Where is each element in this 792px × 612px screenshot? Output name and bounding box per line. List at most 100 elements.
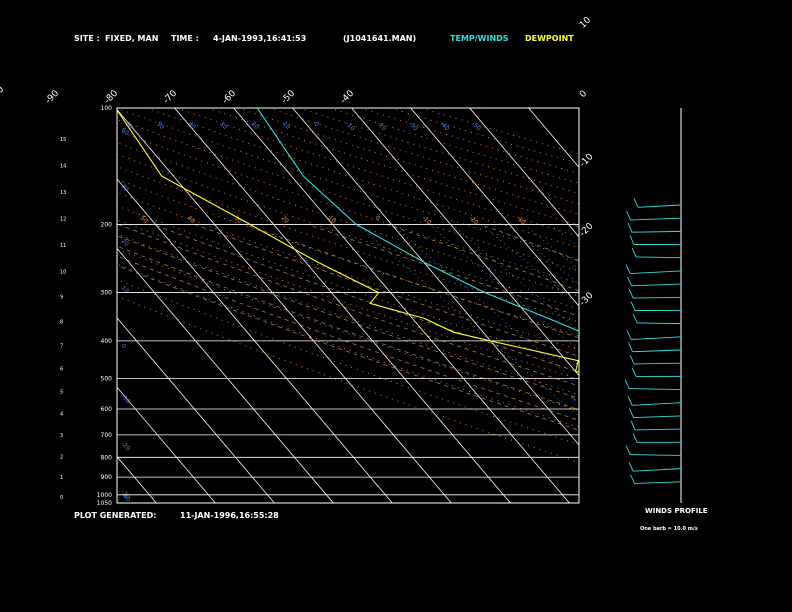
dry-adiabat-line [117,279,579,445]
isotherm-line [174,108,511,503]
dry-adiabat-line [359,108,579,174]
mixing-ratio-line [688,224,792,503]
pressure-tick-label: 900 [101,474,113,481]
adiabat-label: -40 [120,491,132,503]
isotherm-line [706,108,792,503]
moist-adiabat-line [117,245,579,411]
file-name: (J1041641.MAN) [343,34,416,43]
isotherm-line [117,386,216,503]
wind-barb-flag [628,342,633,352]
moist-adiabat-line [244,224,579,339]
mixing-ratio-line [585,224,792,503]
wind-barb [629,388,682,390]
height-tick-label: 6 [60,367,63,373]
temp-top-tick-label: -60 [221,88,239,106]
moist-adiabat-line [117,255,579,421]
wind-barb [632,402,682,406]
adiabat-label: -20 [376,120,388,132]
dry-adiabat-line [145,108,579,249]
isotherm-line [469,108,579,238]
adiabat-label: -40 [439,120,451,132]
mixing-ratio-label: 1.0 [706,393,718,405]
wind-barb-flag [631,247,637,258]
wind-barb-flag [630,420,636,431]
wind-barb-flag [632,433,638,443]
time-label: TIME : [171,34,199,43]
height-tick-label: 3 [60,433,63,439]
height-tick-label: 0 [60,495,63,501]
pressure-tick-label: 600 [101,406,113,413]
barb-note: One barb = 10.0 m/s [640,526,698,532]
isotherm-line [0,108,97,503]
adiabat-label: 10 [281,120,291,130]
wind-barb-flag [628,288,634,299]
dry-adiabat-line [268,108,579,205]
adiabat-label: 30 [233,214,243,224]
moist-adiabat-line [194,224,579,357]
dry-adiabat-line [207,108,579,226]
isotherm-line [647,108,792,503]
pressure-tick-label: 700 [101,432,113,439]
mixing-ratio-line [451,224,579,332]
wind-barb-flag [626,210,631,221]
isotherm-line [117,178,393,503]
dry-adiabat-line [117,108,579,260]
dry-adiabat-line [237,108,579,215]
dry-adiabat-line [390,108,579,165]
adiabat-label: 0 [313,120,321,128]
height-tick-label: 1 [60,475,63,481]
adiabat-label: 60 [120,126,130,136]
adiabat-label: 20 [120,237,130,247]
moist-adiabat-line [117,264,579,431]
dry-adiabat-line [117,142,579,297]
height-tick-label: 4 [60,412,63,418]
dry-adiabat-line [420,108,579,155]
plot-generated-label: PLOT GENERATED: [74,511,156,520]
wind-barb-flag [631,367,637,377]
pressure-tick-label: 100 [101,105,113,112]
moist-adiabat-line [118,224,579,387]
legend-dewpoint: DEWPOINT [525,34,574,43]
height-tick-label: 13 [60,190,66,196]
wind-barb-flag [625,264,631,274]
dry-adiabat-line [117,119,579,272]
dewpoint-trace [117,109,579,373]
wind-barb-flag [629,408,634,418]
isotherm-line [117,456,157,503]
isotherm-line [117,109,452,503]
isotherm-line [117,247,334,503]
adiabat-label: -10 [120,393,132,405]
temp-right-tick-label: -20 [578,221,596,239]
dry-adiabat-line [117,295,579,463]
wind-barb [636,256,682,259]
adiabat-label: -10 [344,120,356,132]
isotherm-line [528,108,579,168]
mixing-ratio-label: 3.0 [783,393,792,405]
legend-temp-winds: TEMP/WINDS [450,34,509,43]
adiabat-label: -20 [120,440,132,452]
wind-barb-flag [633,198,639,208]
temp-right-tick-label: -10 [578,152,596,170]
wind-barb [633,296,682,299]
dry-adiabat-line [117,233,579,396]
wind-barb-flag [632,313,638,324]
isotherm-line [233,108,570,503]
wind-barb [637,204,682,208]
wind-barb-flag [626,330,632,340]
plot-frame [116,107,580,504]
wind-barb [633,415,682,419]
adiabat-label: 30 [120,182,130,192]
pressure-tick-label: 1050 [97,500,112,507]
dry-adiabat-line [329,108,579,184]
height-tick-label: 2 [60,454,63,460]
wind-barb-flag [629,354,635,365]
mixing-ratio-label: .4 [648,395,657,404]
time-value: 4-JAN-1993,16:41:53 [213,34,306,43]
mixing-ratio-line [428,224,579,352]
adiabat-label: 0 [120,342,128,350]
adiabat-label: 10 [120,284,130,294]
height-tick-label: 5 [60,389,63,395]
wind-barb-flag [627,276,632,286]
wind-barb [632,230,682,233]
isotherm-line [588,108,792,503]
